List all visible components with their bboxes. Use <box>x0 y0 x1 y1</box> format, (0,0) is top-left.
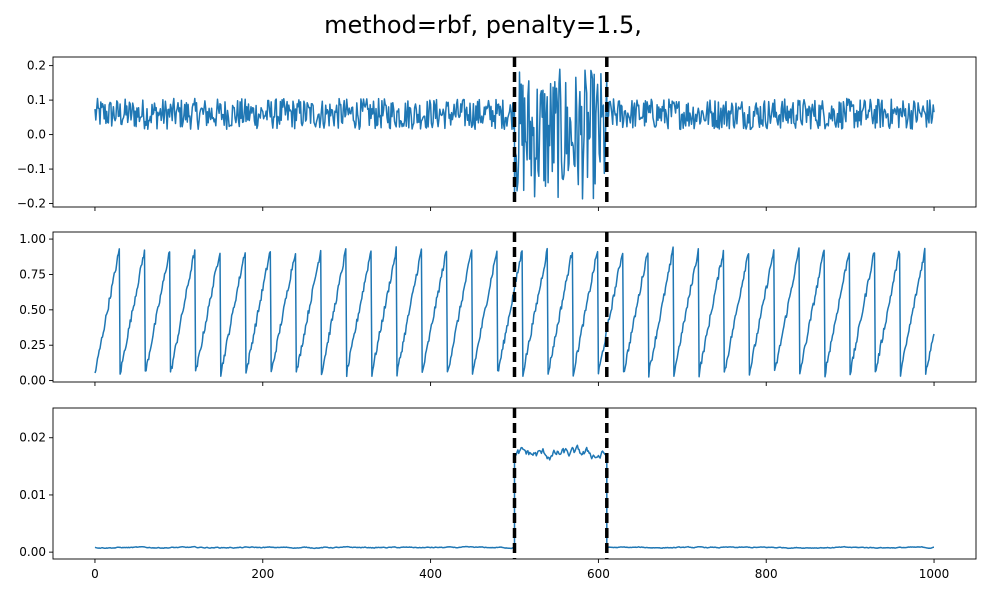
top-panel: −0.2 −0.1 0.0 0.1 0.2 <box>17 56 977 211</box>
y-tick-label: 0.00 <box>19 374 46 388</box>
y-tick-label: 0.0 <box>27 128 46 142</box>
y-tick-label: 1.00 <box>19 232 46 246</box>
x-tick-label: 800 <box>755 567 778 581</box>
figure-title: method=rbf, penalty=1.5, <box>324 11 642 39</box>
y-tick-label: −0.1 <box>17 162 46 176</box>
y-tick-label: 0.00 <box>19 545 46 559</box>
middle-panel: 0.00 0.25 0.50 0.75 1.00 <box>19 231 977 388</box>
y-tick-label: 0.75 <box>19 267 46 281</box>
y-tick-label: 0.02 <box>19 431 46 445</box>
x-tick-label: 600 <box>587 567 610 581</box>
y-tick-label: 0.1 <box>27 93 46 107</box>
y-tick-label: 0.2 <box>27 59 46 73</box>
data-series-line <box>94 246 935 378</box>
bottom-panel: 0.00 0.01 0.02 0 200 400 600 800 1000 <box>19 407 977 581</box>
axes-frame <box>52 231 977 383</box>
y-tick-label: 0.50 <box>19 303 46 317</box>
x-tick-label: 1000 <box>919 567 950 581</box>
y-tick-label: 0.01 <box>19 488 46 502</box>
y-tick-label: 0.25 <box>19 338 46 352</box>
panels: −0.2−0.10.00.10.20.000.250.500.751.000.0… <box>17 56 977 581</box>
x-tick-label: 200 <box>251 567 274 581</box>
x-tick-label: 400 <box>419 567 442 581</box>
axes-frame <box>52 407 977 560</box>
x-tick-label: 0 <box>91 567 99 581</box>
axes-frame <box>52 56 977 208</box>
y-tick-label: −0.2 <box>17 197 46 211</box>
